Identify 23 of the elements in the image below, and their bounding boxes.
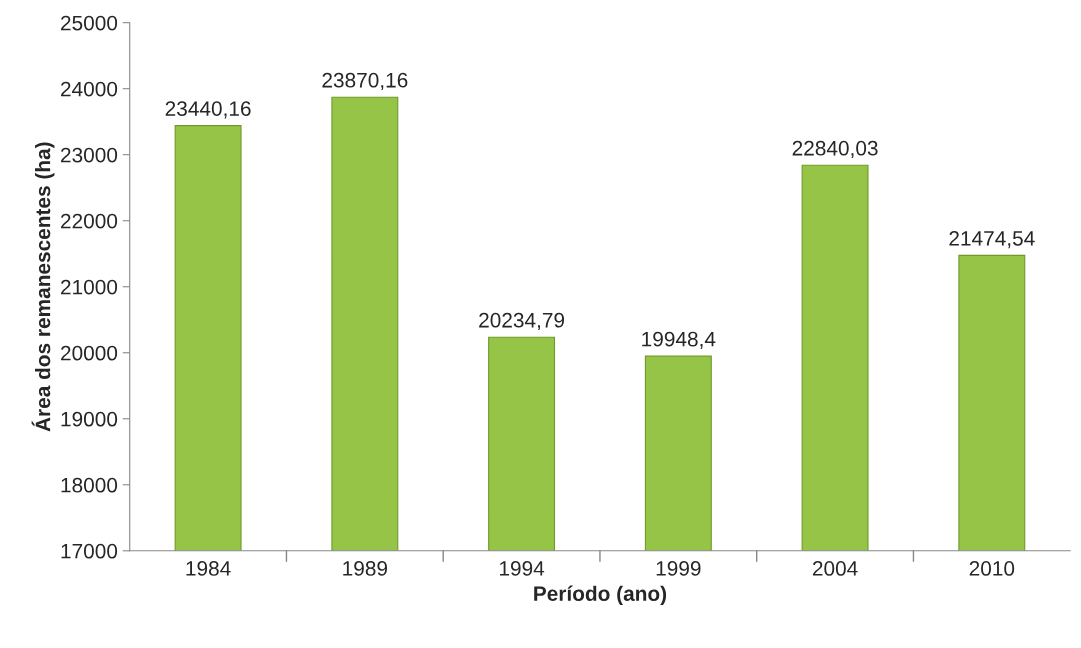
y-tick-label: 19000 [61, 411, 118, 427]
y-tick-label: 18000 [61, 477, 118, 493]
data-label: 19948,4 [642, 331, 716, 349]
x-axis-title: Período (ano) [534, 585, 667, 606]
y-tick-label: 22000 [61, 213, 118, 229]
data-label: 23440,16 [165, 101, 251, 119]
y-tick-label: 20000 [61, 345, 118, 361]
data-label: 20234,79 [479, 312, 565, 331]
x-tick-label: 1984 [186, 561, 231, 576]
data-label: 21474,54 [949, 230, 1035, 249]
y-tick-label: 21000 [61, 279, 118, 295]
x-tick-label: 1999 [656, 561, 701, 576]
x-tick-label: 2010 [969, 561, 1015, 576]
data-label: 22840,03 [792, 140, 878, 159]
data-label: 23870,16 [322, 72, 408, 91]
y-axis-title: Área dos remanescentes (ha) [31, 142, 55, 432]
y-tick-label: 23000 [61, 147, 118, 163]
x-tick-label: 2004 [812, 561, 858, 576]
y-tick-label: 17000 [61, 543, 118, 559]
x-tick-label: 1989 [343, 561, 388, 576]
x-tick-label: 1994 [500, 561, 545, 576]
y-tick-label: 24000 [61, 81, 118, 97]
y-tick-label: 25000 [61, 15, 118, 31]
